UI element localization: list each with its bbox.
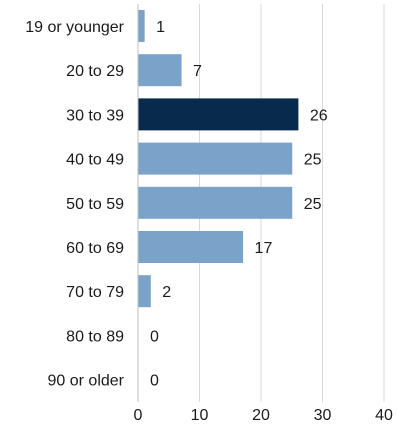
value-label: 0: [150, 328, 159, 345]
value-label: 25: [304, 152, 322, 169]
bar: [138, 54, 182, 87]
value-label: 1: [156, 19, 165, 36]
category-label: 60 to 69: [66, 240, 124, 257]
bar: [138, 231, 244, 263]
category-label: 90 or older: [48, 373, 125, 390]
x-tick-label: 30: [314, 407, 332, 424]
category-label: 19 or younger: [25, 19, 124, 36]
x-axis-ticks: 0 10 20 30 40: [134, 407, 393, 424]
category-label: 30 to 39: [66, 107, 124, 124]
category-label: 40 to 49: [66, 152, 124, 169]
bar: [138, 98, 299, 131]
bar: [138, 142, 293, 175]
bar: [138, 275, 151, 308]
bar: [138, 10, 145, 42]
category-label: 20 to 29: [66, 63, 124, 80]
category-label: 80 to 89: [66, 328, 124, 345]
category-label: 70 to 79: [66, 284, 124, 301]
value-label: 26: [310, 107, 328, 124]
x-tick-label: 40: [375, 407, 393, 424]
category-label: 50 to 59: [66, 196, 124, 213]
value-label: 0: [150, 373, 159, 390]
value-label: 25: [304, 196, 322, 213]
value-label: 17: [255, 240, 273, 257]
bars: [138, 10, 299, 308]
value-label: 7: [193, 63, 202, 80]
x-tick-label: 0: [134, 407, 143, 424]
x-tick-label: 10: [191, 407, 209, 424]
x-tick-label: 20: [252, 407, 270, 424]
value-label: 2: [162, 284, 171, 301]
bar: [138, 186, 293, 219]
category-labels: 19 or younger 20 to 29 30 to 39 40 to 49 50 …: [25, 19, 124, 390]
